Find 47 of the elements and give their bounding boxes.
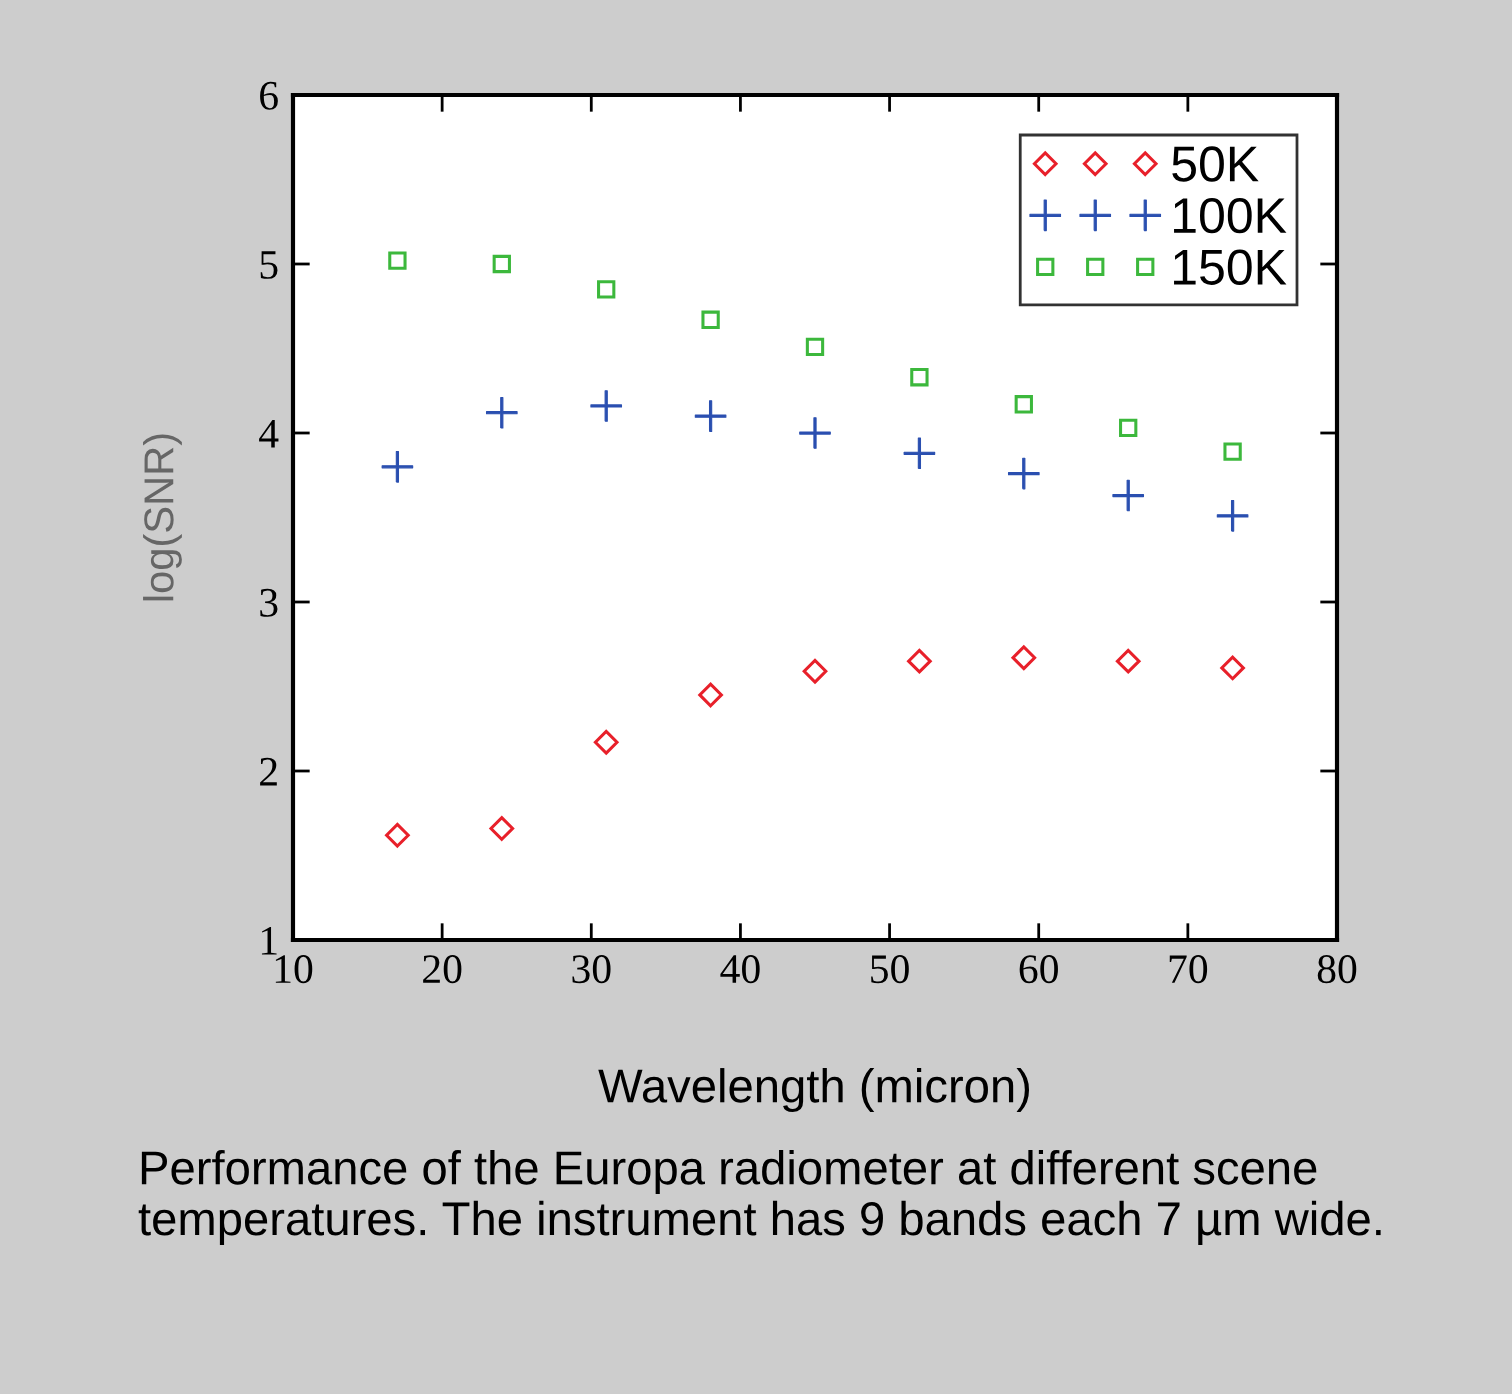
point [485,396,518,429]
point [903,437,936,470]
y-tick-label: 2 [260,757,277,786]
point [910,368,929,387]
text: Performance of the Europa radiometer at different scene temperatures. The instrument has 9 bands each 7 µm wide. [138,1150,1381,1245]
point [597,280,616,299]
point [492,254,511,274]
point [805,337,825,356]
point [1011,645,1037,671]
point [694,400,727,432]
x-tick-label: 40 [720,955,760,984]
x-tick-label: 30 [572,955,611,984]
point [593,729,619,755]
legend-label: 50K [1172,146,1259,182]
point [701,310,720,329]
point [381,450,414,483]
legend-label: 100K [1174,197,1287,234]
x-tick-label: 60 [1019,955,1058,984]
x-tick-label: 50 [871,955,909,984]
y-tick-label: 1 [261,926,277,955]
point [1223,442,1242,461]
y-tick-label: 3 [260,588,278,617]
y-tick-label: 4 [259,420,279,448]
x-tick-label: 10 [275,955,313,984]
x-axis-title: Wavelength (micron) [598,1068,1030,1113]
point [1007,457,1040,490]
point [1112,479,1145,512]
point [385,822,410,848]
point [907,648,932,674]
y-tick-label: 5 [260,251,278,279]
point [1115,648,1141,674]
legend-label: 150K [1174,249,1287,285]
point [1216,499,1249,532]
y-axis-title: log(SNR) [143,434,182,601]
point [1014,395,1033,414]
point [1119,418,1138,438]
point [388,251,407,270]
x-tick-label: 20 [423,955,462,984]
point [698,682,723,708]
point [799,417,831,449]
x-tick-label: 80 [1317,955,1357,984]
point [1220,655,1245,681]
point [590,390,623,422]
x-tick-label: 70 [1169,955,1208,984]
point [802,658,828,684]
y-tick-label: 6 [260,81,278,110]
point [489,816,515,841]
